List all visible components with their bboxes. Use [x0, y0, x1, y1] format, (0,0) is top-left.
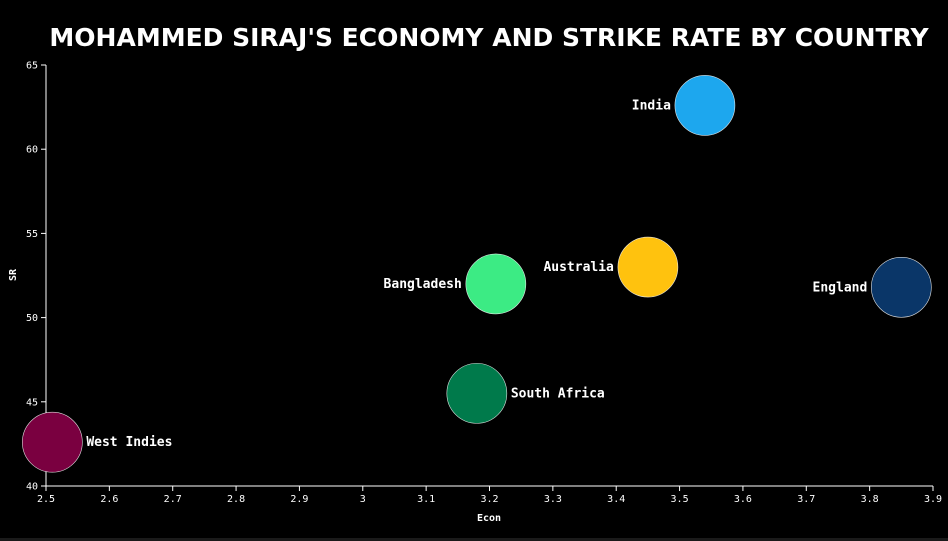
y-tick-label: 45: [26, 397, 38, 408]
x-tick-label: 3.6: [734, 494, 752, 505]
chart-title: MOHAMMED SIRAJ'S ECONOMY AND STRIKE RATE…: [49, 23, 929, 52]
x-tick-label: 2.9: [290, 494, 308, 505]
bubble-point[interactable]: [617, 236, 679, 298]
x-tick-label: 2.5: [37, 494, 55, 505]
bubble-point[interactable]: [871, 256, 932, 318]
point-label: West Indies: [86, 435, 172, 450]
y-tick-label: 60: [26, 145, 38, 156]
x-tick-label: 3.9: [924, 494, 942, 505]
x-tick-label: 3.4: [607, 494, 625, 505]
bubble-point[interactable]: [674, 75, 736, 136]
point-label: India: [632, 98, 671, 113]
x-tick-label: 3.5: [671, 494, 689, 505]
x-tick-label: 3.7: [797, 494, 815, 505]
point-label: Australia: [543, 260, 614, 275]
y-tick-label: 55: [26, 229, 38, 240]
y-tick-label: 65: [26, 61, 38, 72]
bubble-point[interactable]: [22, 411, 83, 473]
y-tick-label: 40: [26, 482, 38, 493]
x-tick-label: 3.8: [861, 494, 879, 505]
bottom-edge: [0, 538, 948, 541]
y-tick-label: 50: [26, 313, 38, 324]
point-label: Bangladesh: [384, 277, 462, 292]
point-labels-layer: India Australia England Bangladesh South Afr…: [86, 98, 867, 450]
x-tick-label: 3.3: [544, 494, 562, 505]
bubble-point[interactable]: [465, 253, 527, 315]
x-axis: 2.5 2.6 2.7 2.8 2.9 3 3.1 3.2 3.3 3.4 3.5 3.6 3.7 3.8…: [37, 485, 942, 505]
x-tick-label: 3.1: [417, 494, 435, 505]
x-tick-label: 3.2: [480, 494, 498, 505]
x-tick-label: 2.7: [164, 494, 182, 505]
x-axis-label: Econ: [477, 513, 501, 524]
bubble-point[interactable]: [446, 363, 508, 424]
x-tick-label: 3: [360, 494, 366, 505]
bubbles-layer: [22, 75, 932, 473]
point-label: England: [813, 280, 868, 295]
point-label: South Africa: [511, 386, 605, 401]
y-axis-label: SR: [8, 268, 19, 281]
x-tick-label: 2.6: [100, 494, 118, 505]
x-tick-label: 2.8: [227, 494, 245, 505]
